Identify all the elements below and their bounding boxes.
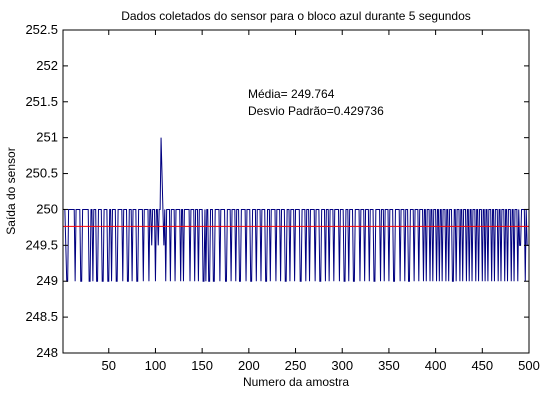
x-tick-label: 500 (518, 358, 540, 373)
annotation-std-dev: Desvio Padrão=0.429736 (248, 104, 384, 118)
y-tick-label: 248 (36, 345, 58, 360)
x-tick-label: 50 (102, 358, 116, 373)
x-tick-label: 150 (191, 358, 213, 373)
y-tick-label: 252 (36, 58, 58, 73)
x-tick-label: 100 (145, 358, 167, 373)
x-tick-label: 300 (331, 358, 353, 373)
y-tick-label: 249 (36, 273, 58, 288)
x-tick-label: 450 (471, 358, 493, 373)
x-tick-label: 350 (378, 358, 400, 373)
x-tick-label: 400 (425, 358, 447, 373)
x-tick-label: 250 (285, 358, 307, 373)
chart-title: Dados coletados do sensor para o bloco a… (121, 9, 471, 23)
y-tick-label: 251.5 (25, 94, 58, 109)
y-tick-label: 250.5 (25, 166, 58, 181)
y-axis-label: Saída do sensor (4, 147, 18, 234)
x-tick-label: 200 (238, 358, 260, 373)
y-tick-label: 251 (36, 130, 58, 145)
series-line-sensor (63, 137, 529, 282)
x-axis-label: Numero da amostra (243, 375, 349, 389)
y-tick-label: 249.5 (25, 237, 58, 252)
y-tick-label: 248.5 (25, 309, 58, 324)
y-tick-label: 252.5 (25, 22, 58, 37)
annotation-mean: Média= 249.764 (248, 87, 335, 101)
y-tick-label: 250 (36, 201, 58, 216)
